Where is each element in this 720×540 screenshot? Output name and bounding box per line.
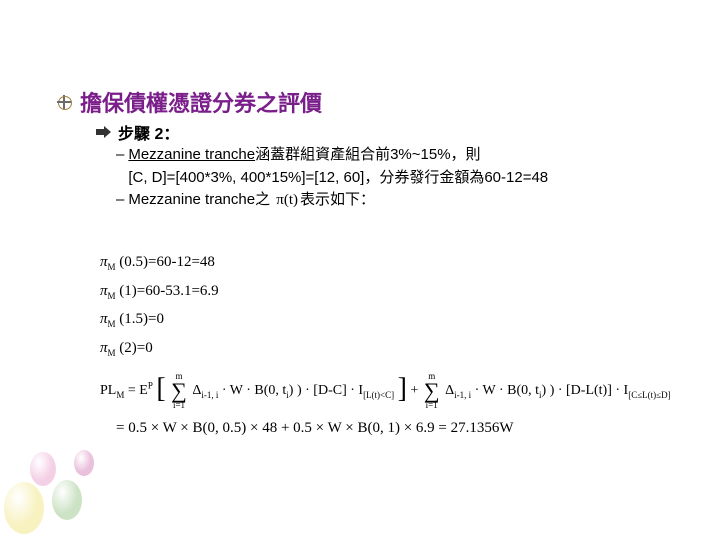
eq-row-3: πM (1.5)=0 bbox=[100, 305, 219, 334]
balloon-icon bbox=[30, 452, 56, 486]
pl-seg4: Δ bbox=[445, 383, 454, 398]
body-text: – Mezzanine tranche涵蓋群組資產組合前3%~15%，則 [C,… bbox=[116, 144, 696, 212]
body-line-2: [C, D]=[400*3%, 400*15%]=[12, 60]，分券發行金額… bbox=[128, 169, 548, 186]
pl-plus: + bbox=[410, 383, 421, 398]
balloon-icon bbox=[4, 482, 44, 534]
pl-seg3-sub: [L(t)<C] bbox=[363, 390, 394, 400]
body-line-1: – Mezzanine tranche涵蓋群組資產組合前3%~15%，則 [C,… bbox=[116, 144, 696, 189]
pl-sup: P bbox=[148, 380, 153, 390]
mezzanine-underline: Mezzanine tranche bbox=[128, 146, 255, 163]
body-line-3a: Mezzanine tranche之 bbox=[128, 191, 270, 208]
arrow-icon bbox=[96, 126, 112, 138]
eq-row-1: πM (0.5)=60-12=48 bbox=[100, 248, 219, 277]
pl-seg6: ) · [D-L(t)] · I bbox=[550, 383, 629, 398]
body-line-1b: 涵蓋群組資產組合前3%~15%，則 bbox=[255, 146, 480, 163]
balloon-icon bbox=[74, 450, 94, 476]
body-line-3: – Mezzanine tranche之 π(t)表示如下： bbox=[116, 189, 696, 212]
pl-seg2: · W · B(0, t bbox=[222, 383, 286, 398]
pl-seg1: Δ bbox=[192, 383, 201, 398]
eq-row-2: πM (1)=60-53.1=6.9 bbox=[100, 277, 219, 306]
balloon-icon bbox=[52, 480, 82, 520]
pl-seg4-sub: i-1, i bbox=[454, 390, 471, 400]
sigma-2: m ∑ i=1 bbox=[424, 372, 440, 410]
pl-seg3: ) · [D-C] · I bbox=[297, 383, 363, 398]
pl-lhs-sub: M bbox=[116, 390, 124, 400]
step-header-row: 步驟 2： bbox=[96, 120, 179, 144]
pl-equation-result: = 0.5 × W × B(0, 0.5) × 48 + 0.5 × W × B… bbox=[116, 420, 514, 437]
pl-eq: = E bbox=[128, 383, 148, 398]
slide-title: 擔保債權憑證分券之評價 bbox=[80, 86, 322, 118]
slide: { "title": "擔保債權憑證分券之評價", "title_color":… bbox=[0, 0, 720, 540]
pl-seg1-sub: i-1, i bbox=[201, 390, 218, 400]
body-line-3b: 表示如下： bbox=[300, 191, 375, 208]
pl-equation: PLM = EP [ m ∑ i=1 Δi-1, i · W · B(0, ti… bbox=[100, 372, 671, 410]
pl-seg5: · W · B(0, t bbox=[475, 383, 539, 398]
pi-of-t: π(t) bbox=[274, 189, 300, 212]
sigma-1: m ∑ i=1 bbox=[171, 372, 187, 410]
pl-lhs: PL bbox=[100, 383, 116, 398]
pi-equations: πM (0.5)=60-12=48 πM (1)=60-53.1=6.9 πM … bbox=[100, 248, 219, 362]
slide-title-row: 擔保債權憑證分券之評價 bbox=[56, 86, 322, 118]
pl-seg2-sub: i bbox=[286, 390, 289, 400]
pl-seg5-sub: i bbox=[539, 390, 542, 400]
eq-row-4: πM (2)=0 bbox=[100, 334, 219, 363]
plus-icon bbox=[56, 94, 72, 110]
pl-seg6-sub: [C≤L(t)≤D] bbox=[628, 390, 670, 400]
step-label: 步驟 2： bbox=[118, 120, 179, 144]
